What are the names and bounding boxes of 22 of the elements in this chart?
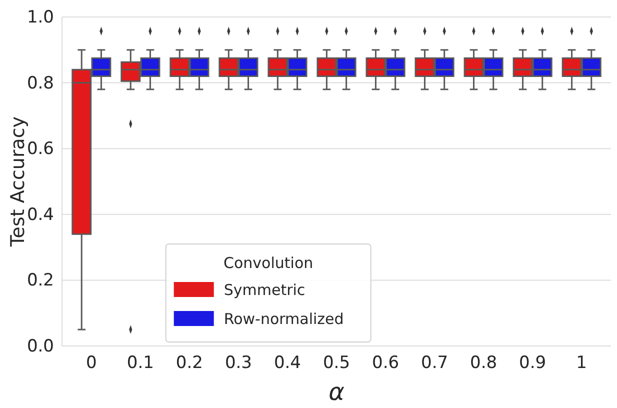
y-tick-label: 0.0 <box>26 336 54 356</box>
x-tick-label: 0.8 <box>470 353 498 374</box>
x-tick-label: 0.6 <box>372 353 400 374</box>
legend-title: Convolution <box>224 254 314 272</box>
x-tick-label: 0.7 <box>421 353 448 374</box>
y-tick-label: 0.8 <box>26 73 54 94</box>
y-tick-label: 0.6 <box>26 139 54 160</box>
x-axis-title: α <box>328 378 345 406</box>
x-tick-label: 0.4 <box>274 353 302 374</box>
y-tick-label: 0.4 <box>26 204 54 225</box>
y-tick-label: 1.0 <box>26 7 54 28</box>
x-tick-label: 0.1 <box>126 353 154 374</box>
x-tick-label: 0.9 <box>519 353 546 374</box>
x-tick-label: 0 <box>86 353 97 374</box>
y-tick-label: 0.2 <box>26 270 54 291</box>
legend-label: Row-normalized <box>224 310 344 328</box>
x-tick-label: 1 <box>576 353 588 374</box>
y-axis-title: Test Accuracy <box>7 116 29 248</box>
x-tick-label: 0.2 <box>176 353 203 374</box>
x-tick-label: 0.5 <box>322 353 350 374</box>
legend-label: Symmetric <box>224 281 306 299</box>
x-tick-label: 0.3 <box>224 353 252 374</box>
